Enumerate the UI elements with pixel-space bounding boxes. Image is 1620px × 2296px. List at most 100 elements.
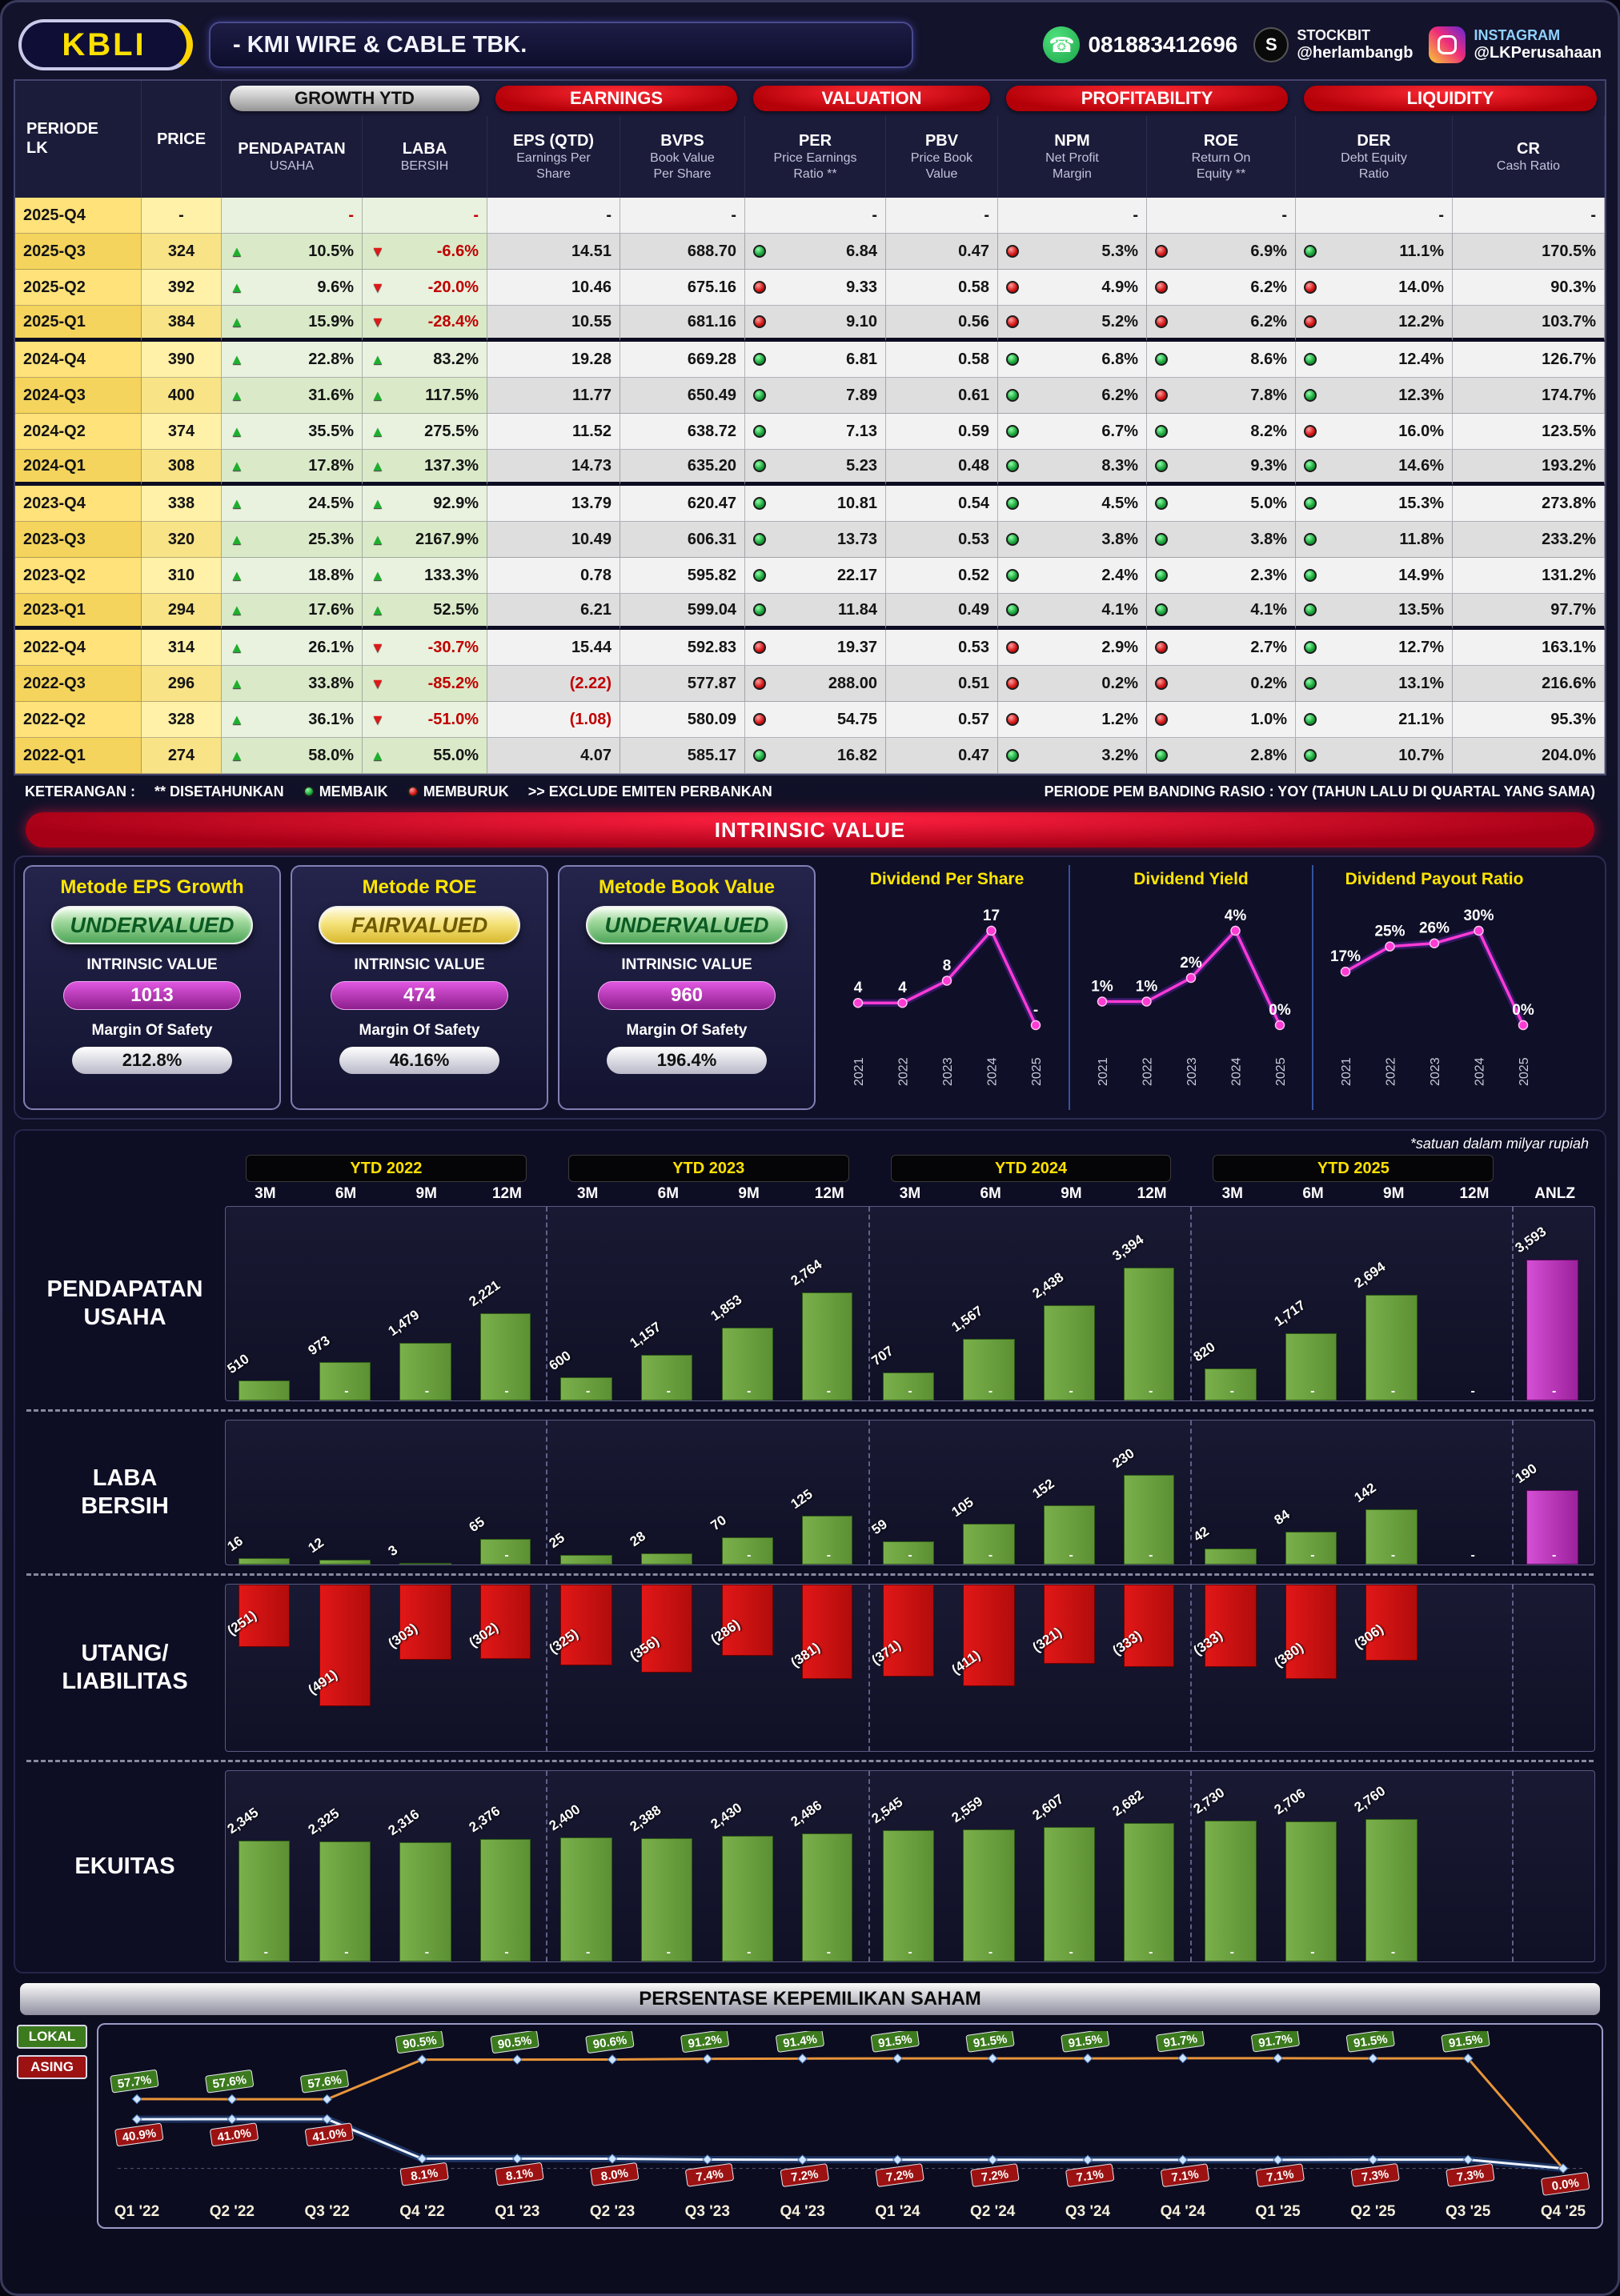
bar-value-label: 3,394 [1109, 1232, 1147, 1264]
cell-value: 21.1% [1398, 710, 1444, 728]
column-header: PERIODE LK [15, 81, 142, 198]
bar-column: 2,316 - [386, 1771, 467, 1961]
svg-text:57.6%: 57.6% [307, 2073, 342, 2091]
instagram-handle: @LKPerusahaan [1474, 43, 1602, 62]
method-title: Metode ROE [362, 876, 477, 898]
per-cell: 6.81 [745, 342, 886, 378]
period-label: 12M [491, 1185, 522, 1202]
bar-value-label: 125 [788, 1486, 816, 1513]
column-header: EPS (QTD) Earnings Per Share [487, 116, 620, 198]
roe-cell: 2.7% [1147, 630, 1296, 666]
bar [479, 1585, 531, 1659]
pendapatan-growth-cell: ▲ 26.1% [222, 630, 363, 666]
cell-value: 0.52 [958, 566, 989, 584]
cell-value: 274 [167, 746, 195, 764]
worsen-dot-icon [407, 786, 419, 797]
instagram-contact[interactable]: INSTAGRAM @LKPerusahaan [1429, 26, 1602, 63]
bar-column: 2,400 - [547, 1771, 628, 1961]
price-cell: 324 [142, 234, 222, 270]
period-label: 3M [1221, 1185, 1244, 1202]
cell-value: 103.7% [1542, 312, 1596, 331]
pendapatan-growth-cell: ▲ 17.6% [222, 594, 363, 630]
column-header: CR Cash Ratio [1453, 116, 1605, 198]
improve-dot-icon [1155, 749, 1168, 762]
data-label: 91.2% [680, 2029, 729, 2053]
column-header-sub: Ratio [1358, 166, 1389, 181]
bar-dash-label: - [1310, 1945, 1315, 1959]
periode-cell: 2025-Q1 [15, 306, 142, 342]
cell-value: 1.2% [1101, 710, 1138, 728]
cell-value: 10.55 [571, 312, 612, 331]
column-header-sub: Ratio ** [793, 166, 837, 181]
svg-text:7.2%: 7.2% [980, 2167, 1009, 2185]
row-title: LABA BERSIH [25, 1420, 225, 1565]
per-cell: 7.89 [745, 378, 886, 414]
bar-column [1434, 1771, 1514, 1961]
per-cell: 9.33 [745, 270, 886, 306]
npm-cell: 6.8% [998, 342, 1147, 378]
improve-dot-icon [1304, 713, 1317, 726]
eps-cell: 10.55 [487, 306, 620, 342]
npm-cell: - [998, 198, 1147, 234]
stockbit-contact[interactable]: S STOCKBIT @herlambangb [1253, 27, 1413, 62]
up-arrow-icon: ▲ [230, 639, 244, 655]
periode-cell: 2024-Q2 [15, 414, 142, 450]
row-separator [26, 1409, 1594, 1412]
laba-growth-cell: ▲ 137.3% [363, 450, 487, 486]
period-label: 12M [1137, 1185, 1167, 1202]
svg-text:2021: 2021 [1340, 1057, 1353, 1086]
cell-value: 10.81 [836, 494, 877, 512]
intrinsic-value-label: INTRINSIC VALUE [621, 956, 752, 973]
bar-value-label: 2,545 [868, 1794, 906, 1827]
bar-dash-label: - [1069, 1945, 1073, 1959]
cell-value: 0.51 [958, 674, 989, 692]
period-label: 9M [1383, 1185, 1405, 1202]
bar-value-label: 1,853 [708, 1292, 744, 1324]
bar-dash-label: - [585, 1384, 591, 1398]
eps-cell: 11.77 [487, 378, 620, 414]
worsen-dot-icon [1304, 281, 1317, 294]
bar-column: 510 [225, 1207, 307, 1400]
cell-value: 650.49 [687, 386, 736, 404]
cell-value: (2.22) [569, 674, 612, 692]
cell-value: 97.7% [1550, 600, 1596, 619]
intrinsic-value-amount: 960 [598, 981, 776, 1010]
svg-text:30%: 30% [1463, 908, 1494, 924]
worsen-dot-icon [1155, 245, 1168, 258]
cell-value: 13.73 [836, 530, 877, 548]
intrinsic-value-label: INTRINSIC VALUE [86, 956, 218, 973]
whatsapp-contact[interactable]: ☎ 081883412696 [1043, 26, 1237, 63]
bar-value-label: 230 [1109, 1445, 1137, 1472]
bar-dash-label: - [263, 1945, 268, 1959]
laba-growth-cell: ▼ -20.0% [363, 270, 487, 306]
chart-title: Dividend Yield [1133, 870, 1249, 888]
bar-column: 1,567 - [949, 1207, 1031, 1400]
cell-value: 688.70 [687, 242, 736, 260]
periode-cell: 2022-Q1 [15, 738, 142, 774]
up-arrow-icon: ▲ [371, 351, 385, 367]
improve-dot-icon [753, 749, 766, 762]
cell-value: -6.6% [436, 242, 479, 260]
svg-text:2024: 2024 [986, 1057, 1000, 1086]
npm-cell: 6.2% [998, 378, 1147, 414]
data-label: 57.6% [300, 2070, 349, 2094]
svg-text:7.1%: 7.1% [1265, 2167, 1294, 2185]
improve-dot-icon [1304, 533, 1317, 546]
table-row: 2022-Q1 274 ▲ 58.0% ▲ 55.0% 4.07 585.17 16.82 0.4… [15, 738, 1605, 774]
svg-text:57.7%: 57.7% [117, 2073, 152, 2091]
period-label: 12M [814, 1185, 844, 1202]
bar-dash-label: - [344, 1945, 349, 1959]
bar-column [1514, 1585, 1594, 1751]
cell-value: - [731, 206, 736, 224]
bar-value-label: 152 [1029, 1476, 1057, 1502]
eps-cell: 10.49 [487, 522, 620, 558]
svg-text:7.3%: 7.3% [1361, 2167, 1389, 2185]
pbv-cell: 0.47 [886, 738, 998, 774]
improve-dot-icon [1155, 459, 1168, 472]
laba-growth-cell: ▲ 133.3% [363, 558, 487, 594]
bvps-cell: 599.04 [620, 594, 745, 630]
bar [882, 1830, 935, 1961]
bar-dash-label: - [666, 1384, 671, 1398]
pbv-cell: 0.51 [886, 666, 998, 702]
cell-value: 15.3% [1398, 494, 1444, 512]
